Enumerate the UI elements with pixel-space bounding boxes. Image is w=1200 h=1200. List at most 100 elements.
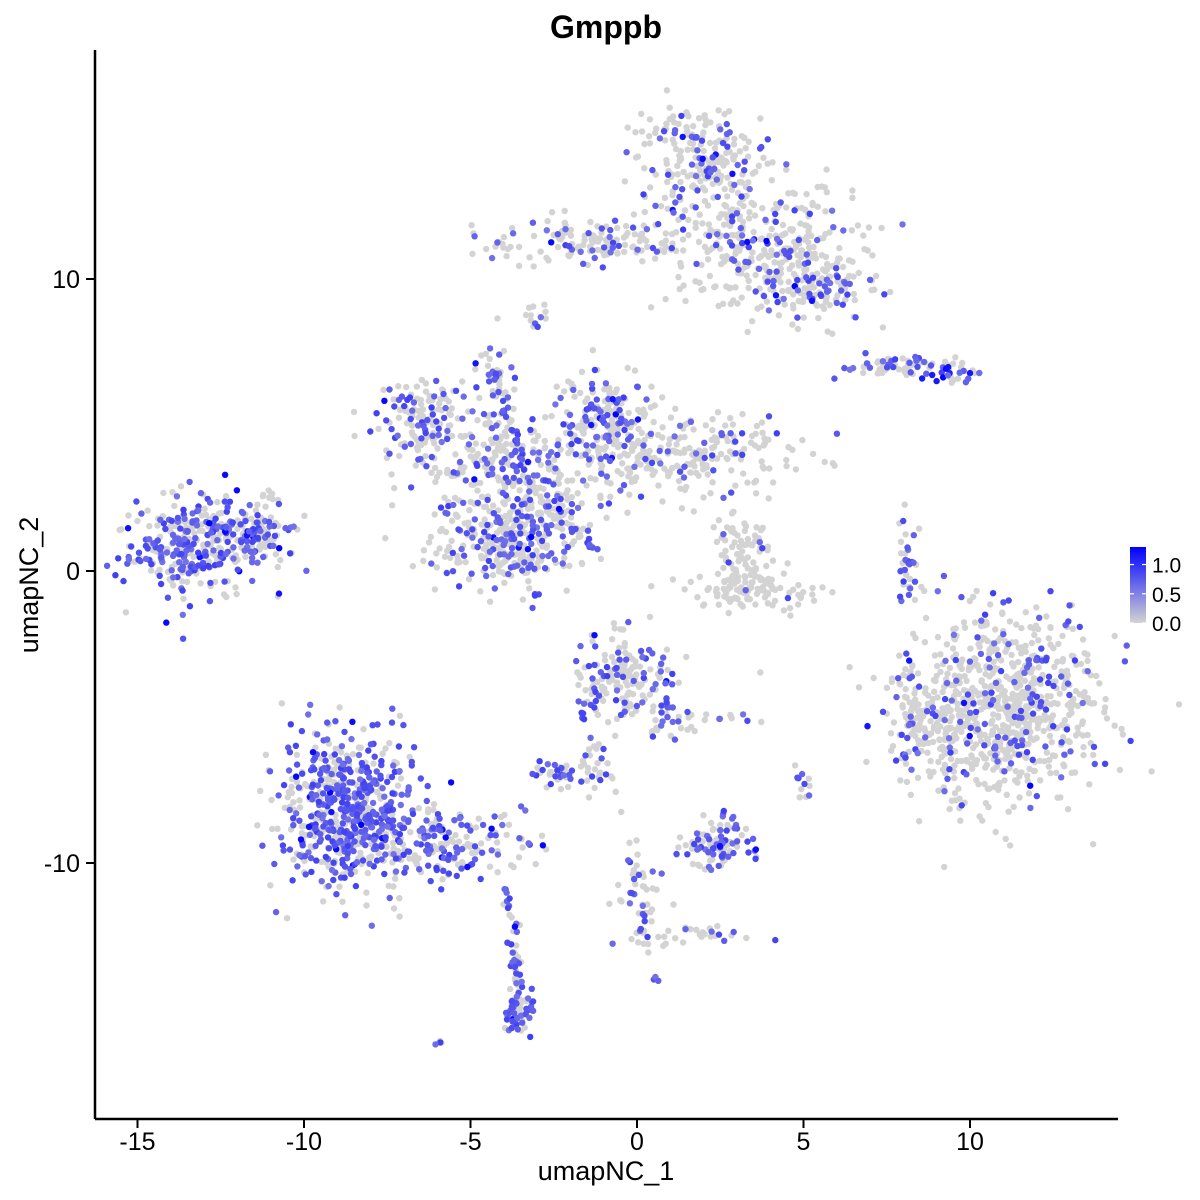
cell-point [241, 547, 248, 554]
cell-point [612, 732, 619, 740]
cell-point [1027, 624, 1034, 631]
cell-point [1045, 679, 1052, 687]
cell-point [701, 439, 708, 446]
cell-point [598, 470, 605, 477]
cell-point [906, 561, 913, 568]
cell-point [565, 252, 572, 259]
cell-point [908, 766, 915, 773]
cell-point [661, 194, 669, 201]
cell-point [887, 730, 895, 737]
cell-point [103, 562, 111, 569]
cell-point [959, 656, 966, 663]
cell-point [496, 551, 504, 558]
cell-point [333, 891, 340, 898]
cell-point [1084, 668, 1091, 675]
cell-point [1030, 675, 1038, 682]
cell-point [701, 449, 708, 456]
cell-point [174, 514, 182, 522]
cell-point [723, 130, 731, 138]
cell-point [641, 436, 648, 444]
cell-point [991, 640, 998, 647]
cell-point [892, 757, 900, 764]
cell-point [527, 426, 534, 434]
cell-point [553, 383, 560, 390]
cell-point [671, 433, 678, 440]
cell-point [524, 505, 532, 512]
cell-point [529, 998, 537, 1005]
cell-point [577, 642, 584, 650]
cell-point [985, 655, 992, 663]
cell-point [759, 205, 766, 212]
cell-point [525, 578, 532, 585]
cell-point [756, 538, 763, 546]
cell-point [769, 557, 777, 564]
cell-point [752, 168, 759, 175]
cell-point [1030, 680, 1038, 687]
cell-point [796, 794, 803, 801]
cell-point [901, 566, 909, 574]
cell-point [1027, 734, 1034, 742]
cell-point [677, 259, 684, 267]
cell-point [303, 567, 310, 574]
cell-point [316, 811, 323, 818]
cell-point [745, 244, 752, 251]
cell-point [616, 656, 623, 663]
cell-point [700, 147, 707, 155]
cell-point [713, 538, 721, 545]
cell-point [222, 550, 230, 558]
cell-point [728, 489, 735, 496]
cell-point [982, 670, 989, 678]
cell-point [765, 413, 773, 420]
cell-point [585, 230, 592, 237]
cell-point [324, 719, 331, 726]
cell-point [234, 566, 241, 573]
cell-point [589, 442, 597, 449]
cell-point [169, 552, 177, 560]
cell-point [469, 849, 476, 857]
cell-point [431, 393, 438, 400]
cell-point [665, 441, 673, 448]
cell-point [650, 418, 657, 426]
cell-point [112, 572, 119, 579]
cell-point [382, 834, 389, 841]
cell-point [782, 250, 790, 258]
cell-point [391, 403, 398, 410]
cell-point [458, 865, 465, 872]
cell-point [966, 709, 974, 716]
cell-point [569, 477, 576, 484]
cell-point [576, 532, 584, 539]
cell-point [542, 315, 549, 322]
cell-point [905, 722, 913, 729]
cell-point [462, 477, 469, 484]
cell-point [741, 527, 749, 535]
cell-point [1036, 614, 1043, 621]
cell-point [773, 235, 781, 243]
cell-point [386, 894, 393, 902]
cell-point [363, 902, 370, 909]
cell-point [471, 476, 478, 483]
cell-point [386, 739, 393, 747]
cell-point [432, 478, 439, 486]
cell-point [587, 475, 594, 482]
cell-point [940, 863, 948, 871]
cell-point [993, 763, 1000, 770]
cell-point [911, 578, 919, 585]
cell-point [346, 779, 353, 786]
cell-point [907, 668, 914, 675]
cell-point [1002, 835, 1009, 843]
cell-point [1046, 756, 1053, 764]
cell-point [681, 586, 688, 593]
cell-point [312, 825, 319, 832]
cell-point [671, 736, 679, 743]
cell-point [900, 578, 907, 585]
cell-point [577, 763, 585, 770]
cell-point [967, 724, 974, 732]
cell-point [571, 393, 578, 400]
cell-point [496, 517, 503, 524]
cell-point [1025, 790, 1033, 797]
cell-point [206, 499, 214, 506]
cell-point [513, 928, 521, 936]
cell-point [1058, 739, 1065, 746]
cell-point [1027, 782, 1034, 789]
cell-point [896, 593, 904, 600]
